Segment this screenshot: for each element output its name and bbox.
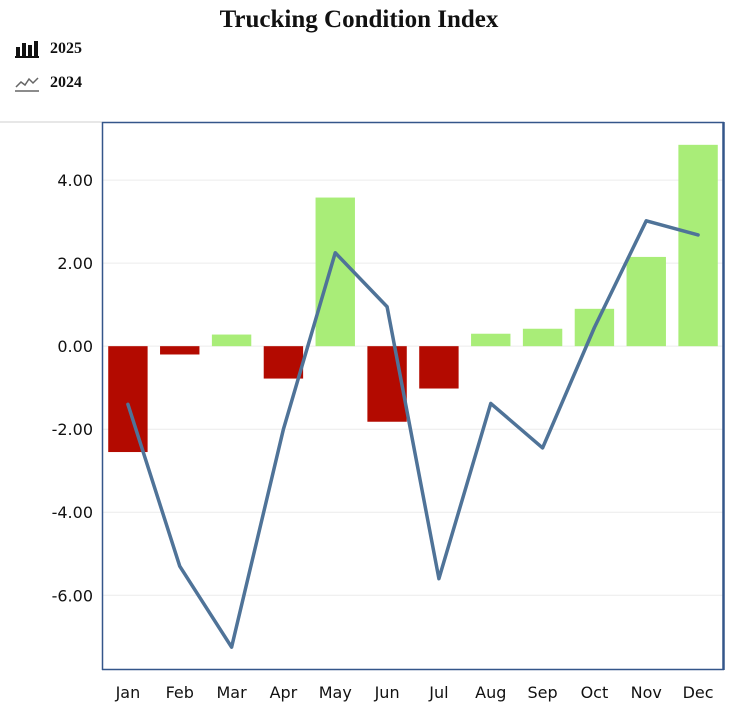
- bar-aug[interactable]: [471, 333, 511, 347]
- bar-may[interactable]: [315, 197, 355, 347]
- y-tick-label: -6.00: [52, 586, 93, 605]
- series-line-2024[interactable]: [126, 219, 700, 649]
- x-tick-label: Feb: [166, 683, 194, 702]
- legend-label-2024: 2024: [50, 74, 82, 91]
- bar-jul[interactable]: [419, 346, 459, 389]
- bar-jan[interactable]: [108, 346, 148, 453]
- legend-item-2025[interactable]: 2025: [14, 38, 82, 60]
- legend-item-2024[interactable]: 2024: [14, 72, 82, 94]
- legend-label-2025: 2025: [50, 40, 82, 57]
- x-tick-label: Mar: [216, 683, 247, 702]
- y-tick-label: -2.00: [52, 420, 93, 439]
- bar-mar[interactable]: [211, 334, 252, 347]
- x-tick-label: Jan: [115, 683, 141, 702]
- x-tick-label: Oct: [581, 683, 609, 702]
- x-tick-label: Aug: [475, 683, 506, 702]
- x-tick-label: Apr: [270, 683, 298, 702]
- x-tick-label: Nov: [631, 683, 662, 702]
- x-tick-label: Dec: [683, 683, 714, 702]
- x-tick-label: Jul: [428, 683, 448, 702]
- x-tick-label: Sep: [528, 683, 558, 702]
- bar-apr[interactable]: [263, 346, 304, 379]
- x-tick-label: Jun: [374, 683, 400, 702]
- y-tick-label: 4.00: [57, 171, 93, 190]
- line-chart-icon: [15, 77, 39, 92]
- chart-title: Trucking Condition Index: [219, 6, 499, 33]
- y-tick-label: -4.00: [52, 503, 93, 522]
- bar-nov[interactable]: [626, 256, 666, 347]
- x-tick-label: May: [319, 683, 352, 702]
- bar-feb[interactable]: [160, 346, 200, 355]
- y-tick-label: 0.00: [57, 337, 93, 356]
- bar-chart-icon: [15, 41, 39, 58]
- bar-sep[interactable]: [522, 328, 563, 347]
- y-tick-label: 2.00: [57, 254, 93, 273]
- bar-dec[interactable]: [678, 144, 718, 347]
